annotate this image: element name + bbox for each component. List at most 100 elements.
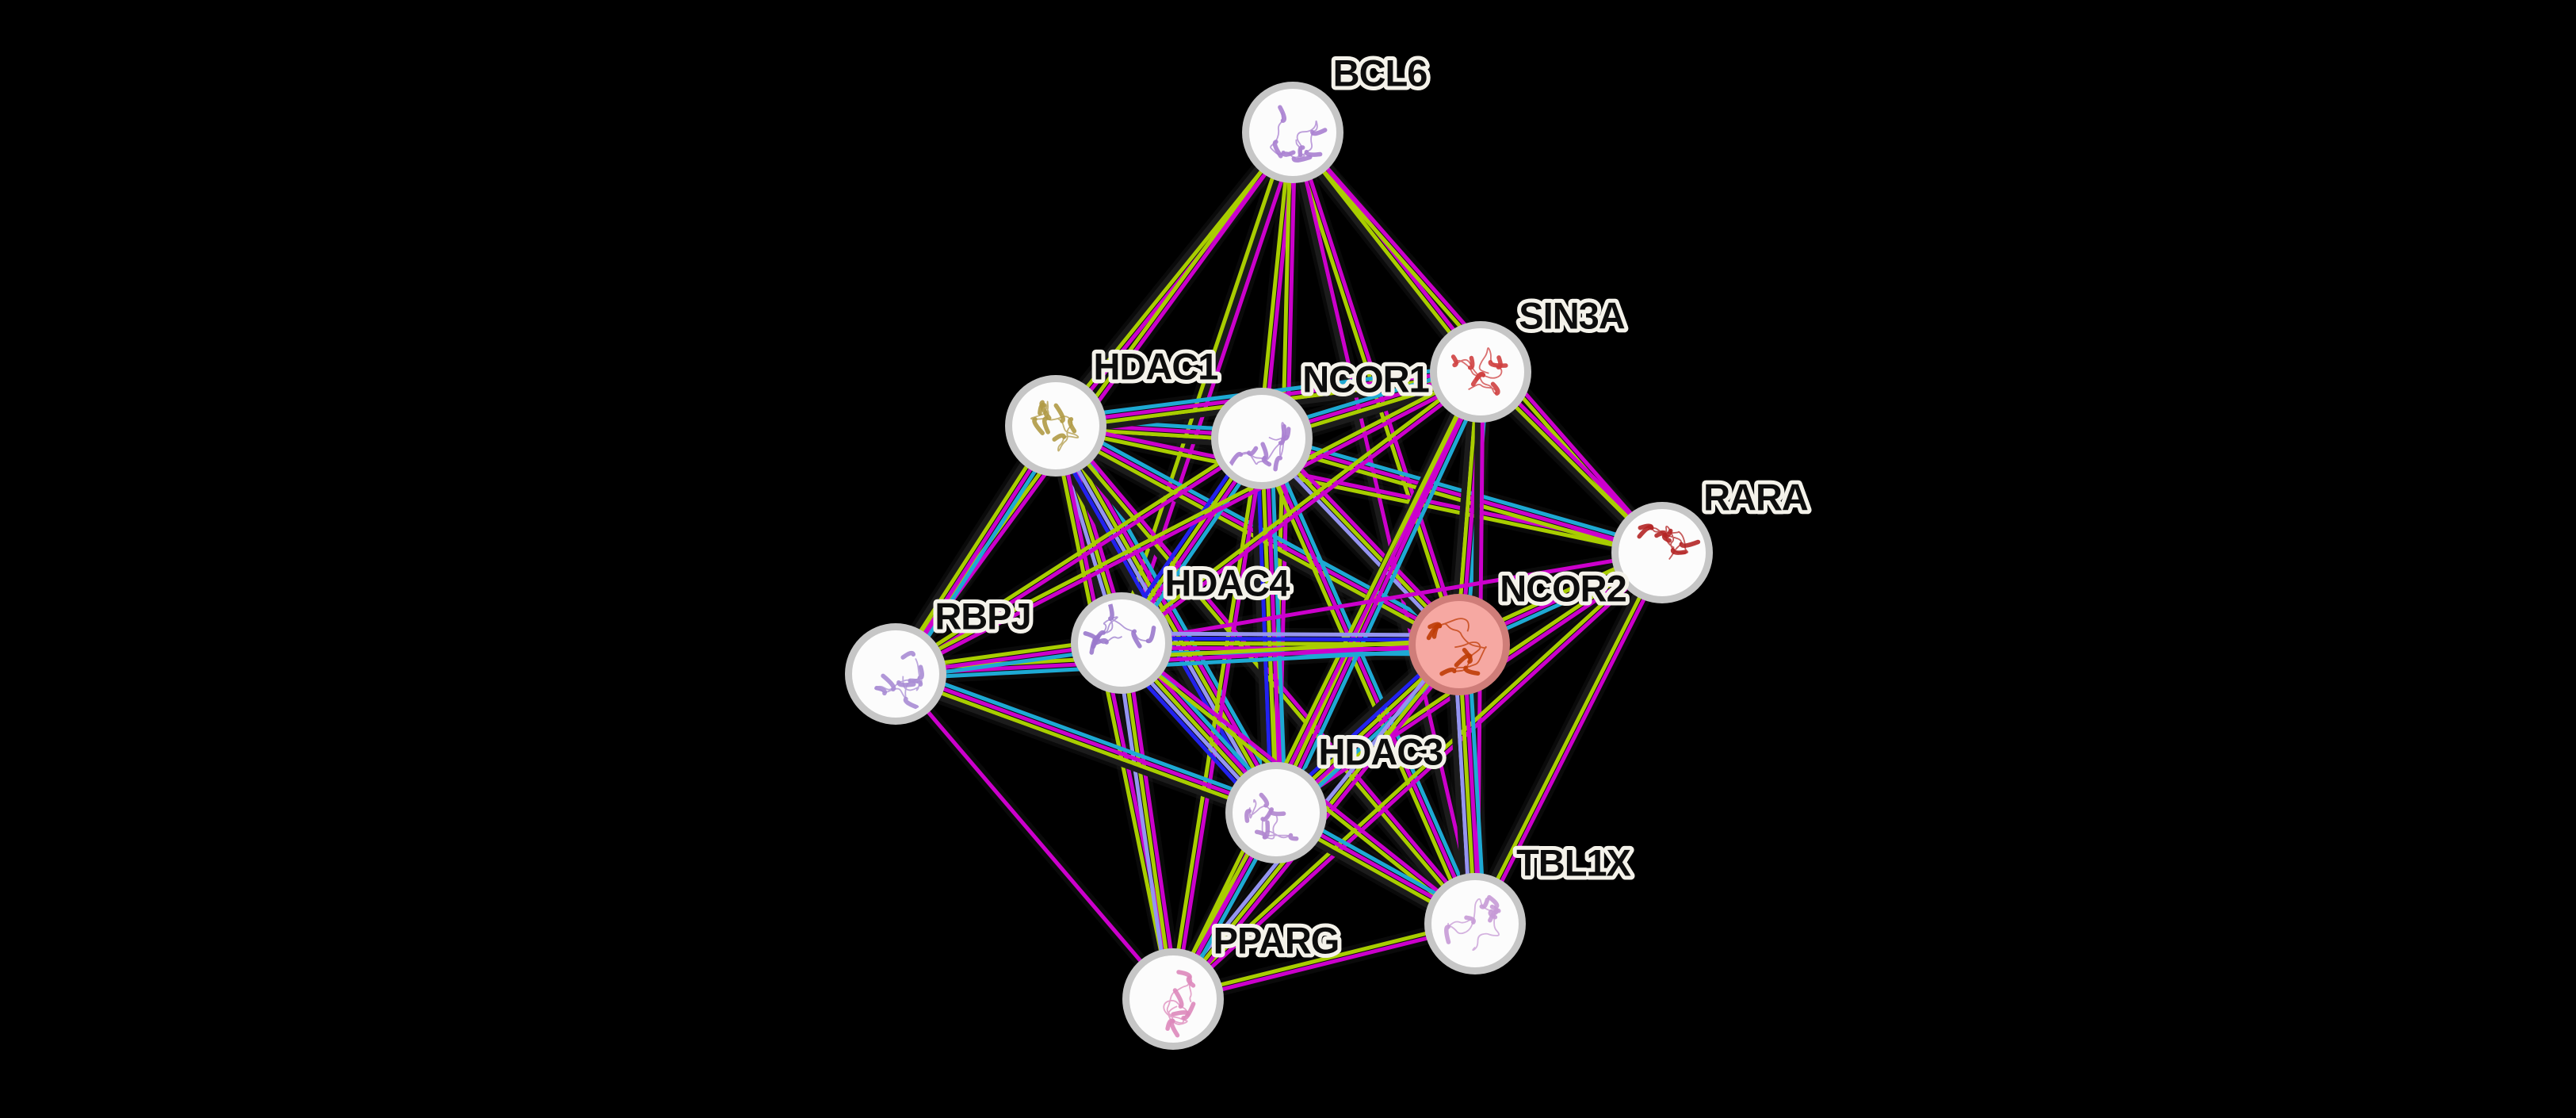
edge-RARA-TBL1X[interactable] <box>1468 549 1668 927</box>
edge-line-magenta[interactable] <box>894 672 1175 1001</box>
structure-helix <box>1496 355 1503 369</box>
structure-helix <box>1488 360 1508 368</box>
structure-helix <box>1450 354 1458 368</box>
node-body[interactable] <box>852 630 939 718</box>
node-body[interactable] <box>1416 601 1503 688</box>
edge-SIN3A-HDAC4[interactable] <box>1118 368 1484 647</box>
edge-SIN3A-RBPJ[interactable] <box>893 368 1483 678</box>
node-body[interactable] <box>1078 599 1165 687</box>
edge-line-magenta[interactable] <box>1173 553 1665 1003</box>
edge-line-lime[interactable] <box>894 674 1276 817</box>
edge-line-cyan[interactable] <box>897 665 1279 808</box>
edge-line-blue[interactable] <box>1122 636 1460 642</box>
edge-RBPJ-HDAC3[interactable] <box>892 665 1279 822</box>
edge-line-black[interactable] <box>892 678 1275 822</box>
edge-line-black[interactable] <box>1287 132 1476 925</box>
node-TBL1X[interactable] <box>1424 873 1526 974</box>
structure-helix <box>1489 904 1499 915</box>
edge-line-lime[interactable] <box>1051 426 1173 1001</box>
node-HDAC3[interactable] <box>1225 762 1327 863</box>
structure-helix <box>1454 653 1473 668</box>
node-label-RARA: RARA <box>1703 477 1808 519</box>
node-RBPJ[interactable] <box>845 623 946 725</box>
edge-line-magenta[interactable] <box>1477 553 1668 927</box>
node-body[interactable] <box>1012 382 1099 469</box>
edge-line-black[interactable] <box>1118 131 1296 645</box>
structure-helix <box>1053 403 1065 423</box>
node-RARA[interactable] <box>1611 502 1713 603</box>
structure-helix <box>1244 809 1252 823</box>
edge-line-magenta[interactable] <box>1124 641 1180 999</box>
structure-helix <box>1298 145 1305 158</box>
edge-line-cyan[interactable] <box>1269 438 1288 813</box>
edge-line-lime[interactable] <box>893 368 1481 674</box>
node-HDAC1[interactable] <box>1005 375 1106 477</box>
structure-helix <box>917 664 924 680</box>
edge-line-lime[interactable] <box>1118 368 1481 643</box>
node-HDAC4[interactable] <box>1071 592 1172 694</box>
edge-line-lime[interactable] <box>1257 132 1293 438</box>
edge-line-lime[interactable] <box>1169 369 1481 999</box>
edge-NCOR1-RBPJ[interactable] <box>893 435 1264 678</box>
structure-helix <box>1260 442 1269 461</box>
node-SIN3A[interactable] <box>1430 321 1531 423</box>
edge-line-magenta[interactable] <box>896 669 1278 813</box>
structure-helix <box>1282 427 1291 441</box>
edge-line-magenta[interactable] <box>1264 438 1283 813</box>
node-NCOR2[interactable] <box>1408 594 1510 695</box>
edge-line-lime[interactable] <box>1171 919 1475 999</box>
edge-HDAC4-PPARG[interactable] <box>1114 641 1180 1001</box>
edge-line-blue[interactable] <box>1255 438 1274 814</box>
edge-line-black[interactable] <box>1049 128 1292 425</box>
edge-line-lime[interactable] <box>1054 426 1662 557</box>
edge-BCL6-TBL1X[interactable] <box>1287 131 1480 925</box>
node-body[interactable] <box>1431 880 1519 967</box>
edge-line-lime[interactable] <box>1119 642 1175 1000</box>
structure-helix <box>1172 988 1184 1009</box>
edge-line-lime[interactable] <box>893 435 1262 674</box>
node-body[interactable] <box>1218 395 1305 482</box>
edge-line-magenta[interactable] <box>1121 550 1663 645</box>
edge-RARA-HDAC4[interactable] <box>1121 550 1663 645</box>
node-body[interactable] <box>1129 955 1217 1043</box>
node-body[interactable] <box>1619 509 1706 596</box>
edge-TBL1X-PPARG[interactable] <box>1171 919 1477 1004</box>
edge-line-magenta[interactable] <box>1124 133 1300 645</box>
node-BCL6[interactable] <box>1242 82 1343 183</box>
edge-line-cyan[interactable] <box>1264 435 1481 923</box>
edge-line-magenta[interactable] <box>1259 437 1477 925</box>
edge-line-periwinkle[interactable] <box>1114 643 1171 1001</box>
edge-RBPJ-PPARG[interactable] <box>894 672 1175 1001</box>
edge-line-cyan[interactable] <box>1280 373 1489 817</box>
edge-line-black[interactable] <box>1286 133 1480 377</box>
edge-line-lime[interactable] <box>1473 551 1664 925</box>
edge-NCOR1-TBL1X[interactable] <box>1256 435 1481 927</box>
edge-line-magenta[interactable] <box>1293 131 1480 924</box>
protein-structure-icon <box>1228 422 1291 472</box>
edge-glow-RBPJ-HDAC3 <box>891 661 1281 825</box>
edge-NCOR1-HDAC3[interactable] <box>1249 438 1288 814</box>
node-body[interactable] <box>1437 328 1524 415</box>
edge-line-lime[interactable] <box>1056 423 1280 813</box>
edge-line-periwinkle[interactable] <box>1122 631 1460 637</box>
edge-RARA-PPARG[interactable] <box>1170 549 1665 1003</box>
edge-line-magenta[interactable] <box>1173 924 1477 1004</box>
edge-line-lime[interactable] <box>1259 438 1278 814</box>
structure-helix <box>1439 667 1457 676</box>
edge-line-magenta[interactable] <box>895 642 1460 676</box>
edge-line-black[interactable] <box>1468 549 1661 923</box>
node-label-BCL6: BCL6 <box>1333 52 1428 94</box>
edge-line-magenta[interactable] <box>1122 372 1484 647</box>
structure-helix <box>1145 626 1156 644</box>
structure-helix <box>874 685 888 696</box>
edge-line-lime[interactable] <box>1256 439 1473 927</box>
node-label-PPARG: PPARG <box>1213 920 1340 962</box>
edge-glow-SIN3A-HDAC4 <box>1116 365 1486 650</box>
edge-line-magenta[interactable] <box>896 372 1483 678</box>
edge-line-lime[interactable] <box>1170 549 1662 999</box>
edge-line-cyan[interactable] <box>896 647 1460 681</box>
node-PPARG[interactable] <box>1122 948 1224 1050</box>
node-NCOR1[interactable] <box>1211 388 1313 489</box>
edge-line-magenta[interactable] <box>896 438 1264 678</box>
